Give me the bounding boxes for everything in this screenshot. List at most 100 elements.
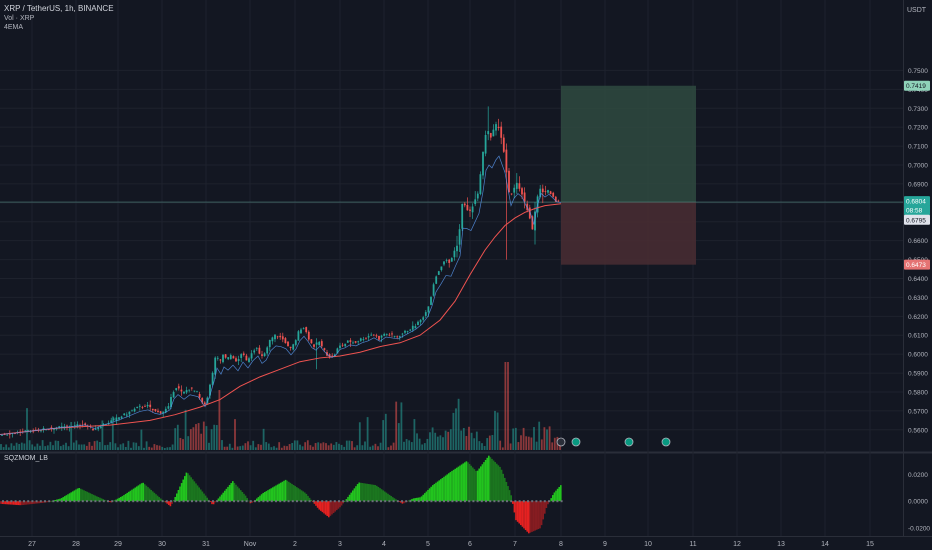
momentum-bar <box>395 499 397 502</box>
momentum-bar <box>148 488 151 502</box>
candle-body <box>557 200 560 202</box>
candle-body <box>300 329 302 334</box>
price-tick-label: 0.6200 <box>908 314 928 321</box>
volume-bar <box>132 442 135 450</box>
volume-bar <box>317 442 320 450</box>
event-markers[interactable] <box>556 437 671 447</box>
momentum-bar <box>334 501 336 512</box>
squeeze-dot <box>510 500 513 503</box>
volume-bar <box>161 446 164 450</box>
momentum-bar <box>32 501 34 504</box>
volume-bar <box>208 442 210 450</box>
momentum-bar <box>299 489 301 502</box>
momentum-bar <box>496 463 498 502</box>
squeeze-dot <box>220 500 223 503</box>
volume-bar <box>423 443 426 450</box>
volume-bar <box>405 439 408 450</box>
stop-loss-zone[interactable] <box>561 202 696 265</box>
volume-bar <box>413 419 416 450</box>
volume-bar <box>426 438 429 450</box>
candle-body <box>440 266 443 271</box>
volume-bar <box>306 440 309 450</box>
momentum-bar <box>73 490 76 502</box>
momentum-bar <box>235 484 237 502</box>
momentum-bar <box>222 492 224 502</box>
volume-bar <box>236 446 239 450</box>
candle-body <box>341 344 344 346</box>
momentum-bar <box>156 495 159 502</box>
volume-bar <box>18 444 21 450</box>
momentum-bar <box>486 457 488 502</box>
momentum-bar <box>542 501 544 520</box>
volume-bar <box>122 443 125 450</box>
momentum-bar <box>214 501 216 503</box>
squeeze-dot <box>371 500 374 503</box>
momentum-bar <box>76 488 79 502</box>
squeeze-dot <box>18 500 21 503</box>
volume-bar <box>546 429 548 450</box>
squeeze-dot <box>86 500 88 503</box>
volume-bar <box>353 447 356 450</box>
squeeze-dot <box>552 500 555 503</box>
volume-bar <box>44 446 47 450</box>
momentum-bar <box>272 487 274 502</box>
profit-target-zone[interactable] <box>561 85 696 203</box>
candle-body <box>227 357 230 360</box>
candle-body <box>495 124 497 131</box>
momentum-bar <box>209 501 212 502</box>
momentum-bar <box>155 494 157 502</box>
momentum-bar <box>324 501 327 515</box>
date-tick-label: 15 <box>866 541 874 548</box>
event-marker-icon[interactable] <box>661 437 671 447</box>
volume-bar <box>447 431 450 450</box>
volume-bar <box>88 442 91 450</box>
squeeze-dot <box>266 500 269 503</box>
volume-bar <box>226 446 229 450</box>
momentum-bar <box>326 501 328 516</box>
event-marker-icon[interactable] <box>556 437 566 447</box>
momentum-bar <box>283 480 285 502</box>
momentum-bar <box>382 490 384 502</box>
volume-bar <box>127 440 130 450</box>
ema-legend: 4EMA <box>4 24 23 31</box>
volume-bar <box>356 445 359 450</box>
candle-body <box>378 335 380 340</box>
volume-bar <box>158 445 161 450</box>
squeeze-dot <box>434 500 437 503</box>
momentum-bar <box>6 501 8 505</box>
candle-body <box>279 335 282 338</box>
momentum-bar <box>176 493 178 502</box>
squeeze-dot <box>451 500 454 503</box>
volume-bar <box>267 443 270 450</box>
momentum-bar <box>476 470 479 502</box>
squeeze-dot <box>531 500 534 503</box>
event-marker-icon[interactable] <box>624 437 634 447</box>
candle-body <box>162 411 165 414</box>
momentum-bar <box>108 501 111 502</box>
momentum-bar <box>400 501 402 503</box>
volume-bar <box>260 444 262 450</box>
squeeze-dot <box>207 500 210 503</box>
volume-bar <box>535 441 538 450</box>
event-marker-icon[interactable] <box>571 437 581 447</box>
momentum-bar <box>484 459 487 502</box>
momentum-bar <box>236 486 239 502</box>
candle-body <box>391 333 393 335</box>
volume-bar <box>166 447 169 450</box>
squeeze-dot <box>346 500 349 503</box>
squeeze-dot <box>472 500 475 503</box>
squeeze-dot <box>396 500 399 503</box>
volume-bar <box>176 424 179 450</box>
squeeze-dot <box>73 500 76 503</box>
candle-body <box>276 336 279 338</box>
position-zones[interactable] <box>0 85 903 265</box>
candle-body <box>445 260 448 261</box>
momentum-bar <box>224 490 226 502</box>
momentum-bar <box>38 501 40 504</box>
candle-body <box>76 424 79 427</box>
momentum-bar <box>123 495 125 502</box>
date-tick-label: 28 <box>72 541 80 548</box>
volume-bar <box>449 429 452 450</box>
volume-bar <box>348 440 351 450</box>
